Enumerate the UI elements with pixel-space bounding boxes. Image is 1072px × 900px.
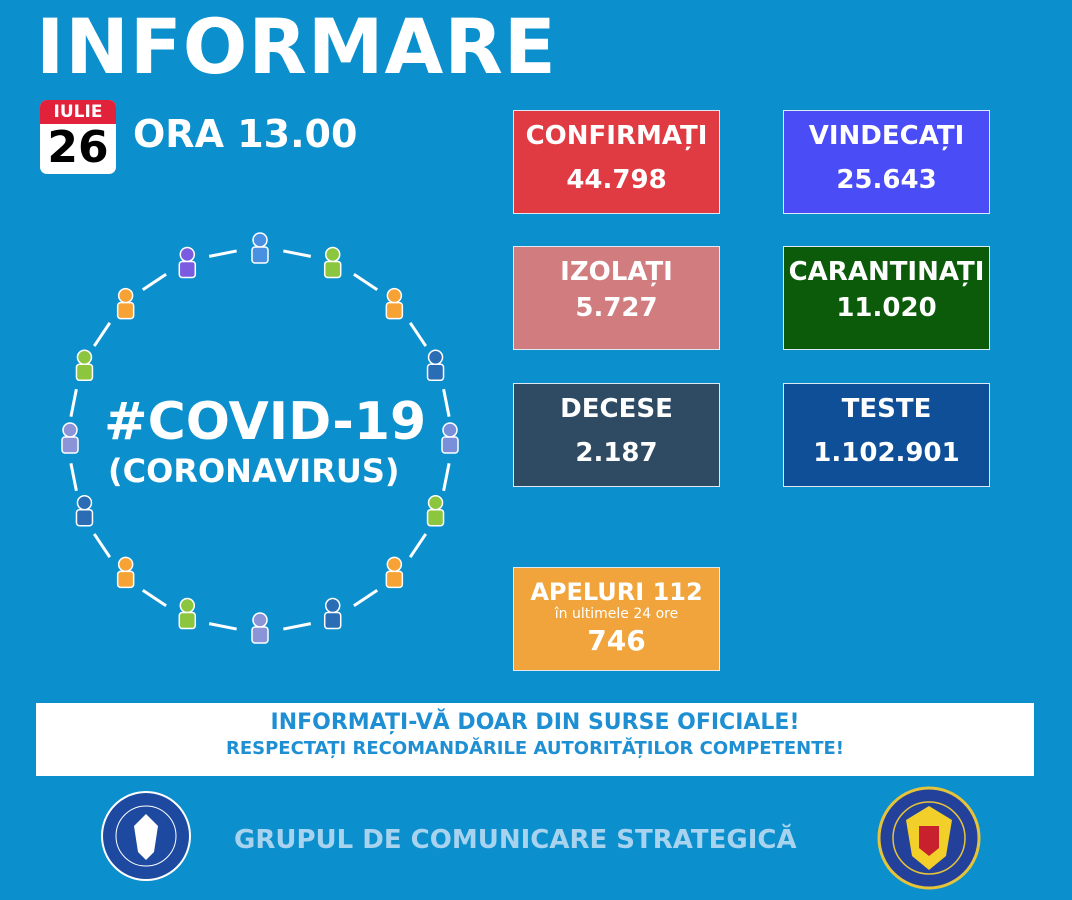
arrow-icon [353,588,379,608]
people-circle-illustration [61,232,459,644]
person-icon [323,246,342,279]
arrow-icon [92,533,112,559]
stat-value: 25.643 [836,165,937,195]
arrow-icon [353,272,379,292]
person-icon [426,349,445,382]
arrow-icon [283,622,312,631]
dsu-logo [877,786,981,890]
calendar-month: IULIE [40,100,116,124]
stat-label: IZOLAȚI [560,257,673,287]
official-sources-banner: INFORMAȚI-VĂ DOAR DIN SURSE OFICIALE! RE… [36,703,1034,776]
person-icon [441,422,459,454]
stat-value: 2.187 [575,438,658,468]
stat-label: DECESE [560,394,673,424]
stat-value: 44.798 [566,165,667,195]
calendar-icon: IULIE 26 [40,100,116,174]
calls-value: 746 [587,624,646,657]
person-icon [75,349,94,382]
person-icon [178,597,197,630]
arrow-icon [141,272,167,292]
stat-deaths: DECESE 2.187 [513,383,720,487]
arrow-icon [69,388,78,417]
calls-note: în ultimele 24 ore [554,606,679,622]
stat-quarantined: CARANTINAȚI 11.020 [783,246,990,350]
arrow-icon [408,321,428,347]
stat-tests: TESTE 1.102.901 [783,383,990,487]
arrow-icon [69,463,78,492]
person-icon [75,494,94,527]
arrow-icon [141,588,167,608]
arrow-icon [442,388,451,417]
person-icon [385,287,404,320]
arrow-icon [408,533,428,559]
page-title: INFORMARE [36,2,557,91]
person-icon [251,232,269,264]
stat-label: CONFIRMAȚI [525,121,708,151]
banner-line-1: INFORMAȚI-VĂ DOAR DIN SURSE OFICIALE! [270,710,800,735]
report-time: ORA 13.00 [133,112,358,156]
calendar-day: 26 [47,122,109,173]
arrow-icon [92,321,112,347]
government-logo [101,791,191,881]
arrow-icon [442,463,451,492]
stat-value: 11.020 [836,293,937,323]
stat-label: CARANTINAȚI [788,257,985,287]
banner-line-2: RESPECTAȚI RECOMANDĂRILE AUTORITĂȚILOR C… [225,738,845,759]
person-icon [116,287,135,320]
coronavirus-subtitle: (CORONAVIRUS) [108,452,400,490]
person-icon [426,494,445,527]
arrow-icon [208,249,237,258]
arrow-icon [208,622,237,631]
stat-isolated: IZOLAȚI 5.727 [513,246,720,350]
calls-label: APELURI 112 [530,578,703,606]
person-icon [116,556,135,589]
footer-text: GRUPUL DE COMUNICARE STRATEGICĂ [234,825,797,855]
stat-value: 1.102.901 [813,438,960,468]
stat-value: 5.727 [575,293,658,323]
person-icon [251,612,269,644]
covid-hashtag: #COVID-19 [104,392,427,452]
arrow-icon [283,249,312,258]
person-icon [385,556,404,589]
stat-recovered: VINDECAȚI 25.643 [783,110,990,214]
person-icon [61,422,79,454]
person-icon [323,597,342,630]
stat-112-calls: APELURI 112 în ultimele 24 ore 746 [513,567,720,671]
stat-label: TESTE [841,394,932,424]
stat-confirmed: CONFIRMAȚI 44.798 [513,110,720,214]
stat-label: VINDECAȚI [808,121,965,151]
person-icon [178,246,197,279]
